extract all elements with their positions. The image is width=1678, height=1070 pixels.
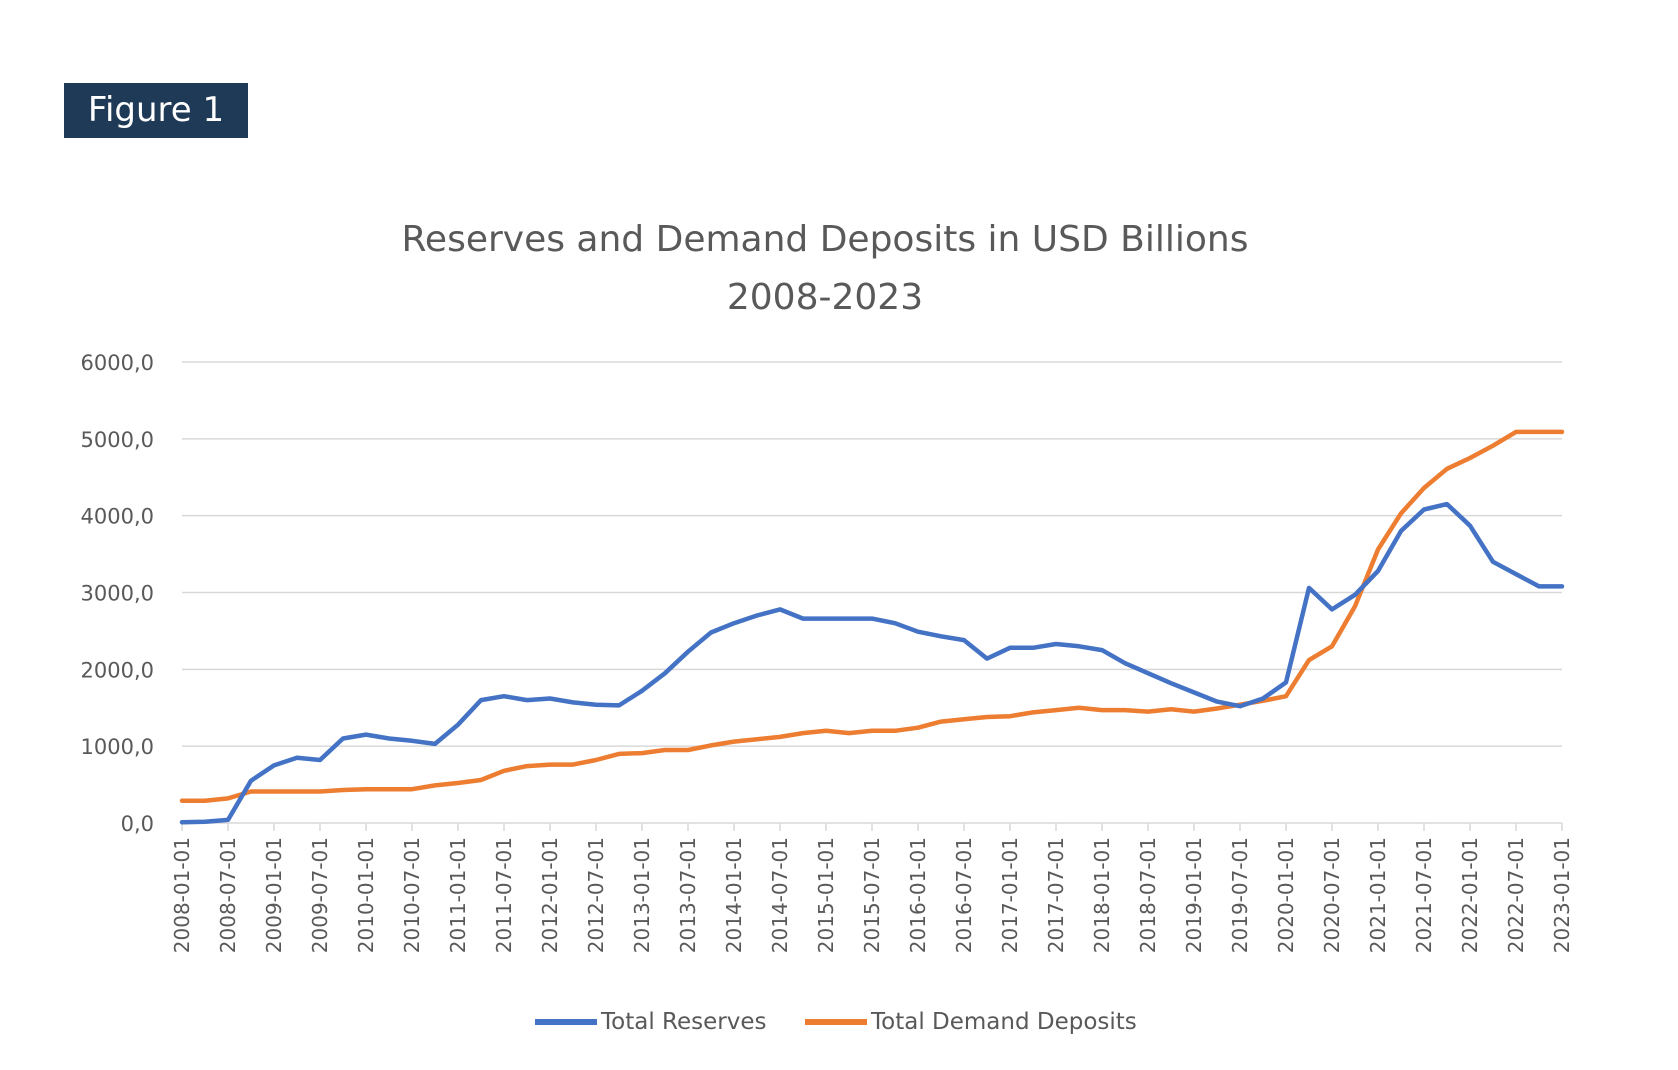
x-tick-label: 2022-07-01 [1504, 837, 1528, 953]
x-tick-label: 2008-07-01 [216, 837, 240, 953]
chart-title: Reserves and Demand Deposits in USD Bill… [401, 219, 1249, 260]
x-tick-label: 2020-01-01 [1274, 837, 1298, 953]
legend-item-reserves: Total Reserves [535, 1002, 766, 1042]
x-tick-label: 2012-07-01 [584, 837, 608, 953]
legend-label-deposits: Total Demand Deposits [871, 1009, 1137, 1035]
x-tick-label: 2010-01-01 [354, 837, 378, 953]
y-tick-label: 6000,0 [81, 351, 154, 375]
y-tick-label: 5000,0 [81, 428, 154, 452]
x-tick-label: 2018-01-01 [1090, 837, 1114, 953]
x-tick-label: 2012-01-01 [538, 837, 562, 953]
gridlines [182, 361, 1562, 747]
x-tick-label: 2017-07-01 [1044, 837, 1068, 953]
x-tick-label: 2015-01-01 [814, 837, 838, 953]
y-axis-ticks: 0,0 1000,0 2000,0 3000,0 4000,0 5000,0 6000,0 [81, 351, 154, 836]
y-tick-label: 3000,0 [81, 582, 154, 606]
y-tick-label: 0,0 [121, 812, 154, 836]
x-tick-label: 2015-07-01 [860, 837, 884, 953]
chart-legend: Total Reserves Total Demand Deposits [0, 1002, 1678, 1042]
y-tick-label: 1000,0 [81, 735, 154, 759]
x-tick-label: 2008-01-01 [170, 837, 194, 953]
series-line-total-demand-deposits [179, 429, 1565, 803]
x-tick-label: 2022-01-01 [1458, 837, 1482, 953]
x-axis-ticks: 2008-01-01 2008-07-01 2009-01-01 2009-07-01… [170, 823, 1574, 953]
x-tick-label: 2016-07-01 [952, 837, 976, 953]
legend-swatch-reserves [535, 1019, 597, 1025]
series-line-total-reserves [179, 501, 1565, 825]
legend-swatch-deposits [805, 1019, 867, 1025]
figure-label-badge: Figure 1 [64, 83, 248, 138]
x-tick-label: 2009-07-01 [308, 837, 332, 953]
x-tick-label: 2018-07-01 [1136, 837, 1160, 953]
x-tick-label: 2013-01-01 [630, 837, 654, 953]
x-tick-label: 2021-01-01 [1366, 837, 1390, 953]
legend-label-reserves: Total Reserves [601, 1009, 767, 1035]
x-tick-label: 2021-07-01 [1412, 837, 1436, 953]
x-tick-label: 2019-01-01 [1182, 837, 1206, 953]
x-tick-label: 2020-07-01 [1320, 837, 1344, 953]
legend-item-deposits: Total Demand Deposits [805, 1002, 1137, 1042]
x-tick-label: 2013-07-01 [676, 837, 700, 953]
chart-subtitle: 2008-2023 [726, 277, 924, 318]
x-tick-label: 2009-01-01 [262, 837, 286, 953]
x-tick-label: 2017-01-01 [998, 837, 1022, 953]
y-tick-label: 4000,0 [81, 505, 154, 529]
x-tick-label: 2014-07-01 [768, 837, 792, 953]
y-tick-label: 2000,0 [81, 658, 154, 682]
series-lines [179, 429, 1565, 825]
x-tick-label: 2010-07-01 [400, 837, 424, 953]
x-tick-label: 2011-01-01 [446, 837, 470, 953]
x-tick-label: 2023-01-01 [1550, 837, 1574, 953]
x-tick-label: 2014-01-01 [722, 837, 746, 953]
x-tick-label: 2011-07-01 [492, 837, 516, 953]
x-tick-label: 2019-07-01 [1228, 837, 1252, 953]
x-tick-label: 2016-01-01 [906, 837, 930, 953]
